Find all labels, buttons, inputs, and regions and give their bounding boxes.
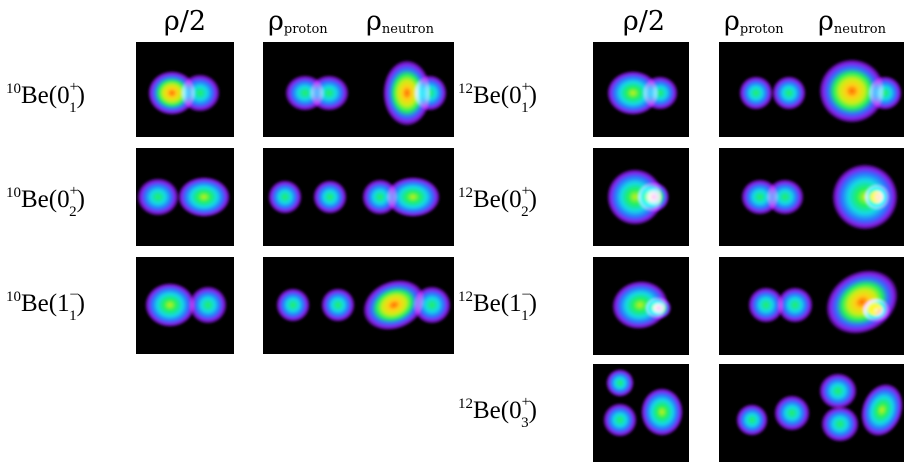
state-label-be12-0plus-3: 12Be(0+ 3) [458,394,537,431]
density-blob [180,74,220,112]
state-label-be10-1minus-1: 10Be(1− 1) [6,287,85,324]
state-label-be12-0plus-1: 12Be(0+ 1) [458,79,537,116]
density-blob [766,179,804,215]
density-blob [413,286,451,324]
rho-half-header-be12: ρ/2 [623,6,665,37]
state-label-be12-1minus-1: 12Be(1− 1) [458,287,537,324]
density-blob [383,60,431,126]
density-blob [321,288,355,322]
density-blob [642,76,678,110]
density-blob [819,59,885,123]
rho-proton-header-be10: ρproton [268,6,328,37]
rho-neutron-header-be10: ρneutron [366,6,435,37]
density-blob [603,403,637,437]
density-blob [386,177,440,217]
density-blob [607,71,659,115]
density-blob [868,76,902,110]
density-blob [309,75,349,111]
density-blob [821,406,859,442]
column-headers: ρ/2 ρproton ρneutron ρ/2 ρproton ρneutro… [164,6,887,37]
density-blob [313,180,347,214]
density-blob [145,283,195,327]
density-blob [606,369,634,397]
density-blob [362,279,426,331]
density-blob [861,383,903,437]
density-blob [645,297,671,319]
density-blob [819,373,857,409]
rho-half-header-be10: ρ/2 [164,6,206,37]
state-label-be10-0plus-1: 10Be(0+ 1) [6,79,85,116]
density-blobs [137,59,903,442]
state-label-be10-0plus-2: 10Be(0+ 2) [6,183,85,220]
density-blob [413,75,447,111]
density-blob [641,388,683,436]
density-blob [178,177,230,217]
state-label-be12-0plus-2: 12Be(0+ 2) [458,183,537,220]
density-blob [637,182,669,212]
be12-row-labels: 12Be(0+ 1) 12Be(0+ 2) 12Be(1− 1) 12Be(0+ 3) [458,79,537,431]
rho-proton-header-be12: ρproton [724,6,784,37]
density-blob [736,404,768,436]
density-blob [777,287,813,323]
density-blob [862,298,890,322]
density-blob [268,180,302,214]
density-blob [137,178,179,216]
rho-neutron-header-be12: ρneutron [818,6,887,37]
density-blob [739,76,773,110]
be10-row-labels: 10Be(0+ 1) 10Be(0+ 2) 10Be(1− 1) [6,79,85,324]
density-blob [276,288,310,322]
density-blob [864,184,890,210]
density-blob [748,287,784,323]
density-blob [774,395,810,431]
density-blob [189,286,227,324]
density-blob [772,76,806,110]
